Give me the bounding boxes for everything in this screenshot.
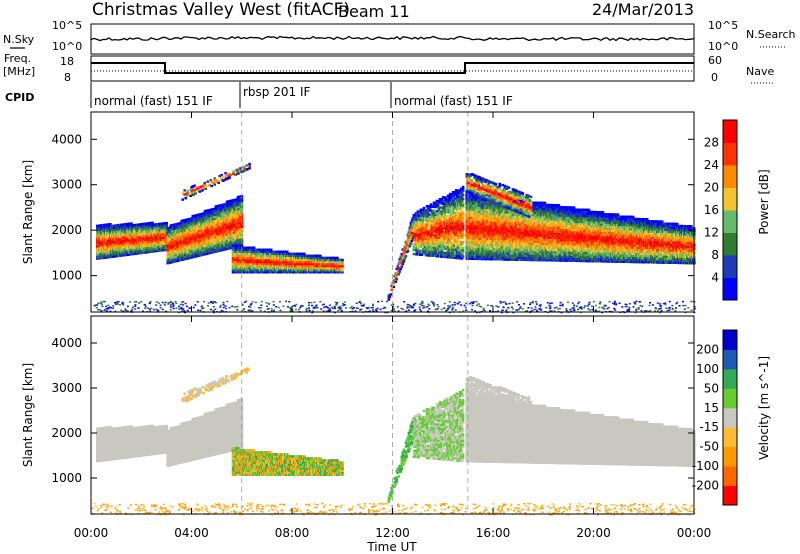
freq-tick-bottom: 8	[64, 71, 71, 84]
y-tick-label: 3000	[51, 381, 82, 395]
colorbar-tick-label: 100	[696, 362, 719, 376]
noise-sky-label: N.Sky	[3, 33, 35, 46]
x-tick-label: 16:00	[476, 526, 511, 540]
power-colorbar-label: Power [dB]	[757, 169, 771, 234]
colorbar-tick-label: 28	[704, 136, 719, 150]
velocity-colorbar-label: Velocity [m s^-1]	[757, 356, 771, 460]
nave-tick-bottom: 0	[711, 71, 718, 84]
y-tick-label: 4000	[51, 132, 82, 146]
noise-panel: N.Sky 10^5 10^0 10^5 10^0 N.Search	[3, 19, 796, 55]
x-tick-label: 12:00	[375, 526, 410, 540]
cpid-segment-3: normal (fast) 151 IF	[394, 94, 513, 108]
y-tick-label: 4000	[51, 336, 82, 350]
noise-right-tick-top: 10^5	[708, 19, 738, 32]
velocity-colorbar: 200 100 50 15 -15 -50 -100 -200	[692, 329, 738, 506]
freq-label-2: [MHz]	[3, 65, 35, 78]
velocity-ylabel: Slant Range [km]	[21, 363, 35, 467]
colorbar-tick-label: 4	[711, 271, 719, 285]
x-tick-label: 20:00	[576, 526, 611, 540]
colorbar-tick-label: 200	[696, 342, 719, 356]
power-scatter-data	[93, 112, 696, 314]
nave-label: Nave	[746, 65, 774, 78]
x-tick-label: 08:00	[275, 526, 310, 540]
colorbar-tick-label: 12	[704, 226, 719, 240]
velocity-axes: 1000 2000 3000 4000	[51, 336, 694, 485]
colorbar-tick-label: -200	[692, 479, 719, 493]
colorbar-tick-label: -100	[692, 459, 719, 473]
cpid-label: CPID	[5, 91, 34, 104]
colorbar-tick-label: 15	[704, 401, 719, 415]
cpid-segment-1: normal (fast) 151 IF	[94, 94, 213, 108]
colorbar-tick-label: -50	[699, 440, 719, 454]
y-tick-label: 1000	[51, 471, 82, 485]
power-panel: 1000 2000 3000 4000 Slant Range [km] 4 8 12 16…	[21, 111, 771, 314]
frequency-panel: Freq. [MHz] 18 8 60 0 Nave	[3, 52, 775, 84]
y-tick-label: 2000	[51, 426, 82, 440]
colorbar-tick-label: 24	[704, 158, 719, 172]
power-ylabel: Slant Range [km]	[21, 160, 35, 264]
time-axis-label: Time UT	[366, 540, 417, 554]
cpid-segment-2: rbsp 201 IF	[243, 85, 310, 99]
date-label: 24/Mar/2013	[592, 0, 694, 19]
y-tick-label: 3000	[51, 178, 82, 192]
time-axis: 00:00 04:00 08:00 12:00 16:00 20:00 00:00	[74, 112, 712, 540]
freq-label-1: Freq.	[4, 52, 31, 65]
noise-search-label: N.Search	[746, 28, 796, 41]
noise-right-tick-bottom: 10^0	[708, 40, 738, 53]
power-axes: 1000 2000 3000 4000	[51, 132, 694, 283]
beam-label: Beam 11	[338, 2, 410, 21]
x-tick-label: 00:00	[74, 526, 109, 540]
colorbar-tick-label: 20	[704, 181, 719, 195]
noise-left-tick-bottom: 10^0	[52, 40, 82, 53]
colorbar-tick-label: 8	[711, 248, 719, 262]
plot-title: Christmas Valley West (fitACF)	[92, 0, 350, 20]
power-colorbar: 4 8 12 16 20 24 28	[704, 119, 738, 301]
x-tick-label: 00:00	[677, 526, 712, 540]
colorbar-tick-label: -15	[699, 420, 719, 434]
y-tick-label: 2000	[51, 223, 82, 237]
cpid-bar: CPID normal (fast) 151 IF rbsp 201 IF no…	[5, 82, 513, 108]
x-tick-label: 04:00	[174, 526, 209, 540]
y-tick-label: 1000	[51, 269, 82, 283]
freq-tick-top: 18	[60, 55, 74, 68]
velocity-scatter-data	[91, 316, 696, 516]
nave-tick-top: 60	[708, 54, 722, 67]
colorbar-tick-label: 16	[704, 203, 719, 217]
colorbar-tick-label: 50	[704, 381, 719, 395]
noise-left-tick-top: 10^5	[52, 19, 82, 32]
